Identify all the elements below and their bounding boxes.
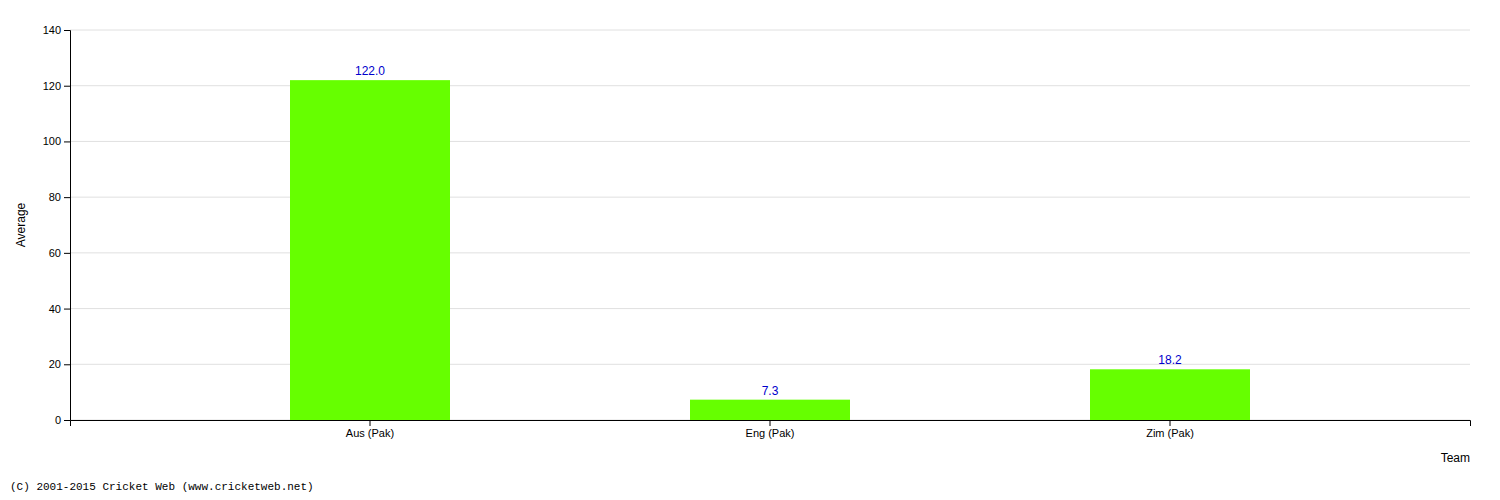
grid-line — [70, 85, 1470, 86]
y-axis-line — [64, 31, 71, 421]
y-tick: 60 — [49, 247, 70, 259]
grid — [70, 30, 1470, 420]
bar — [290, 80, 450, 420]
y-tick: 0 — [55, 414, 70, 426]
y-tick: 80 — [49, 191, 70, 203]
y-tick-label: 0 — [55, 414, 61, 426]
x-tick: Eng (Pak) — [746, 420, 795, 439]
grid-line — [70, 308, 1470, 309]
x-tick-mark — [770, 420, 771, 426]
y-axis-title: Average — [14, 202, 28, 247]
data-labels: 122.0 7.3 18.2 — [355, 64, 1182, 398]
x-tick-mark — [370, 420, 371, 426]
grid-line — [70, 30, 1470, 31]
x-tick-label: Eng (Pak) — [746, 427, 795, 439]
x-tick: Zim (Pak) — [1146, 420, 1194, 439]
plot-area — [290, 80, 1250, 420]
y-tick: 100 — [43, 135, 70, 147]
y-tick-label: 40 — [49, 303, 61, 315]
y-tick: 20 — [49, 358, 70, 370]
y-tick: 120 — [43, 80, 70, 92]
x-axis: Aus (Pak) Eng (Pak) Zim (Pak) — [71, 420, 1471, 439]
y-tick-label: 80 — [49, 191, 61, 203]
y-tick-mark — [64, 253, 70, 254]
grid-line — [70, 197, 1470, 198]
x-axis-title: Team — [1441, 451, 1470, 465]
y-tick-mark — [64, 309, 70, 310]
y-tick-label: 20 — [49, 358, 61, 370]
y-tick-mark — [64, 30, 70, 31]
y-tick-label: 60 — [49, 247, 61, 259]
y-tick-label: 140 — [43, 24, 61, 36]
y-tick-mark — [64, 420, 70, 421]
x-axis-line — [71, 421, 1471, 427]
y-tick: 140 — [43, 24, 70, 36]
y-tick-mark — [64, 197, 70, 198]
grid-line — [70, 141, 1470, 142]
footer: (C) 2001-2015 Cricket Web (www.cricketwe… — [10, 481, 314, 493]
data-label: 18.2 — [1158, 353, 1182, 367]
bar — [690, 400, 850, 420]
y-tick-label: 120 — [43, 80, 61, 92]
y-tick-mark — [64, 86, 70, 87]
x-tick-label: Aus (Pak) — [346, 427, 394, 439]
y-axis: 0 20 40 60 80 100 120 140 — [43, 24, 71, 426]
chart: 0 20 40 60 80 100 120 140 Aus (Pak) Eng (Pak) Zim … — [0, 0, 1500, 500]
y-tick-mark — [64, 364, 70, 365]
grid-line — [70, 252, 1470, 253]
data-label: 7.3 — [762, 384, 779, 398]
x-tick-label: Zim (Pak) — [1146, 427, 1194, 439]
y-tick-label: 100 — [43, 135, 61, 147]
x-tick-mark — [1170, 420, 1171, 426]
bar — [1090, 369, 1250, 420]
y-tick: 40 — [49, 303, 70, 315]
data-label: 122.0 — [355, 64, 385, 78]
grid-line — [70, 364, 1470, 365]
y-tick-mark — [64, 141, 70, 142]
x-tick: Aus (Pak) — [346, 420, 394, 439]
